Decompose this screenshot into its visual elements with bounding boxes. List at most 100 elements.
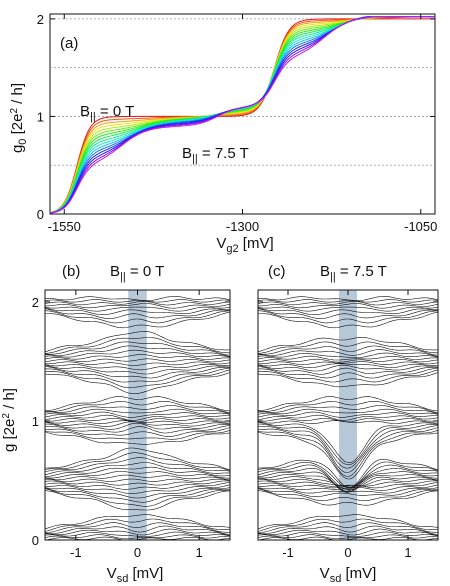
trace-line: [257, 405, 439, 415]
panel-b-title: B|| = 0 T: [110, 263, 164, 283]
trace-line: [44, 457, 231, 473]
y-tick-label: 0: [32, 533, 39, 548]
trace-line: [44, 480, 231, 486]
trace-line: [44, 431, 231, 445]
trace-line: [257, 522, 439, 534]
trace-line: [257, 310, 438, 324]
trace-line: [257, 467, 438, 492]
trace-line: [258, 296, 439, 301]
panel-c-title: B|| = 7.5 T: [320, 263, 387, 283]
trace-line: [44, 447, 231, 471]
trace-line: [257, 307, 439, 315]
trace-line: [44, 361, 231, 366]
trace-line: [45, 528, 231, 536]
trace-line: [257, 459, 439, 488]
trace-line: [258, 311, 439, 329]
trace-line: [44, 418, 231, 423]
trace-line: [258, 528, 439, 536]
trace-line: [44, 420, 231, 424]
x-tick-label: -1050: [404, 219, 437, 234]
trace-line: [257, 349, 439, 357]
trace-line: [257, 487, 439, 497]
trace-line: [257, 418, 439, 423]
trace-line: [257, 355, 439, 361]
trace-line: [44, 425, 231, 434]
trace-line: [44, 487, 231, 503]
x-tick-label: -1300: [226, 219, 259, 234]
trace-line: [44, 482, 231, 490]
trace-line: [257, 430, 439, 477]
trace-line: [257, 490, 439, 506]
trace-line: [45, 422, 231, 430]
trace-line: [257, 422, 439, 463]
y-tick-label: 2: [32, 295, 39, 310]
trace-line: [44, 427, 231, 437]
trace-line: [257, 420, 439, 424]
panel-c-xlabel: Vsd [mV]: [320, 565, 377, 585]
panel-a-ylabel: g0 [2e2 / h]: [9, 83, 29, 153]
panel-a: (a) B|| = 0 T B|| = 7.5 T -1550 -1300 -105…: [9, 12, 437, 255]
x-tick-label: 1: [196, 545, 203, 560]
trace-line: [257, 488, 438, 502]
panel-b-ticks: -1 0 1 0 1 2: [32, 290, 230, 560]
trace-line: [44, 414, 231, 421]
trace-line: [44, 525, 231, 535]
trace-line: [44, 466, 231, 477]
trace-line: [257, 514, 439, 530]
trace-line: [44, 368, 231, 383]
x-tick-label: -1: [70, 545, 82, 560]
trace-line: [44, 358, 231, 363]
trace-line: [257, 299, 439, 303]
trace-line: [45, 303, 231, 309]
y-tick-label: 1: [37, 109, 44, 124]
panel-b: (b) B|| = 0 T -1 0 1 0 1 2 Vsd [mV] g [2e2 / …: [1, 263, 231, 585]
panel-b-xlabel: Vsd [mV]: [107, 565, 164, 585]
trace-line: [257, 345, 439, 356]
trace-line: [257, 480, 439, 487]
panel-a-xlabel: Vg2 [mV]: [216, 235, 273, 255]
trace-line: [44, 306, 231, 312]
trace-line: [257, 361, 439, 366]
trace-line: [257, 461, 439, 489]
x-tick-label: 1: [404, 545, 411, 560]
trace-line: [44, 330, 230, 353]
trace-line: [44, 430, 231, 440]
panel-c-label: (c): [268, 263, 286, 280]
trace-line: [44, 308, 230, 319]
trace-line: [257, 368, 439, 379]
panel-c: (c) B|| = 7.5 T -1 0 1 Vsd [mV]: [257, 263, 439, 585]
trace-line: [44, 349, 231, 358]
series-line: [49, 16, 435, 214]
x-tick-label: -1: [282, 545, 294, 560]
trace-line: [257, 337, 438, 353]
trace-line: [44, 354, 231, 360]
trace-line: [258, 303, 439, 309]
trace-line: [45, 478, 231, 482]
panel-c-curves: [257, 296, 439, 541]
trace-line: [44, 363, 231, 371]
trace-line: [44, 452, 231, 471]
trace-line: [257, 474, 439, 493]
trace-line: [258, 369, 439, 383]
trace-line: [257, 482, 439, 489]
trace-line: [257, 408, 439, 415]
trace-line: [44, 307, 231, 315]
trace-line: [44, 474, 231, 481]
trace-line: [44, 341, 231, 356]
trace-line: [44, 488, 230, 507]
trace-line: [44, 462, 230, 476]
trace-line: [44, 522, 231, 534]
trace-line: [45, 311, 231, 329]
trace-line: [257, 352, 439, 358]
trace-line: [45, 401, 231, 414]
trace-line: [258, 401, 439, 414]
trace-line: [44, 345, 231, 357]
trace-line: [44, 408, 231, 415]
trace-line: [44, 518, 231, 532]
trace-line: [257, 411, 439, 418]
trace-line: [44, 411, 231, 418]
trace-line: [257, 414, 439, 421]
trace-line: [44, 366, 231, 379]
trace-line: [44, 364, 231, 375]
annotation-field-max: B|| = 7.5 T: [182, 145, 249, 165]
